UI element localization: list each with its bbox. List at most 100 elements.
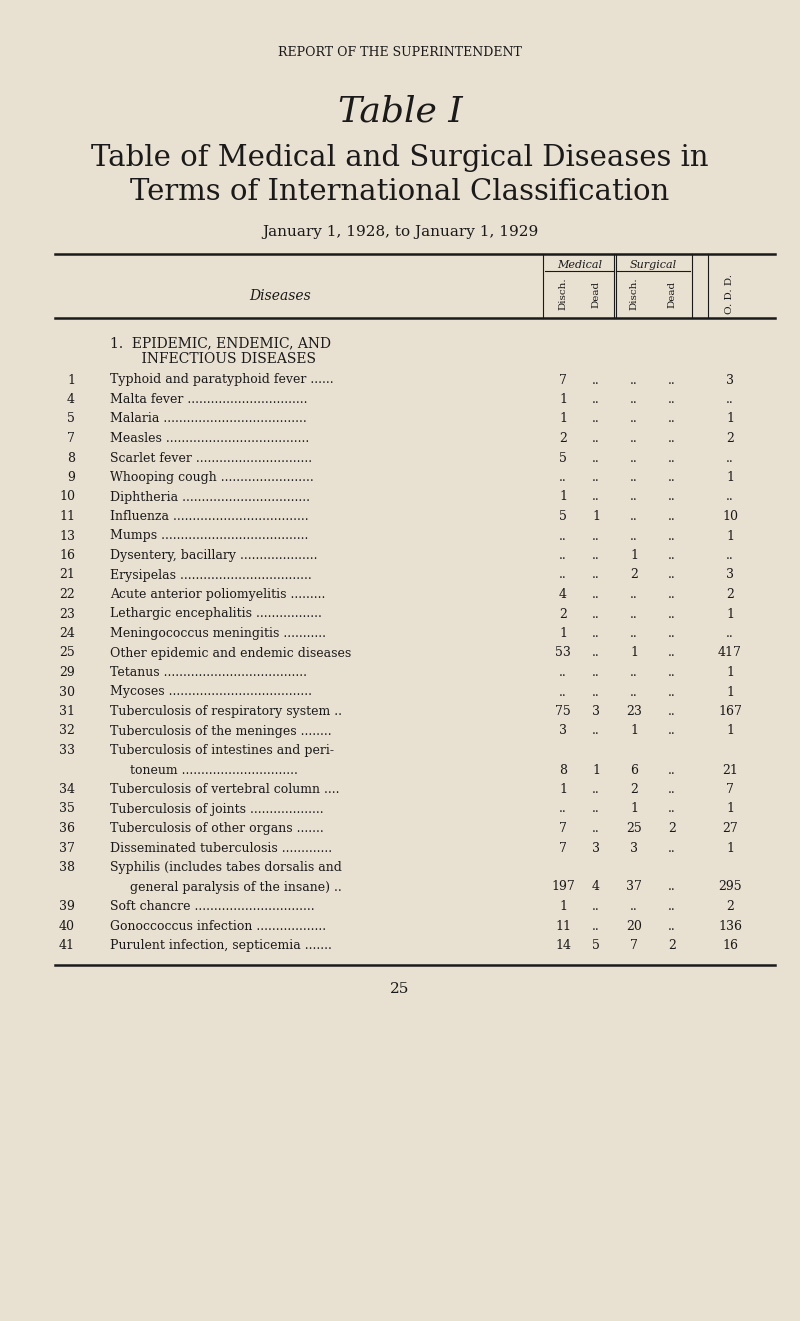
Text: ..: .. [668,802,676,815]
Text: ..: .. [668,686,676,699]
Text: ..: .. [726,627,734,639]
Text: 2: 2 [726,432,734,445]
Text: ..: .. [592,452,600,465]
Text: 23: 23 [626,705,642,719]
Text: ..: .. [592,783,600,797]
Text: 25: 25 [390,982,410,996]
Text: ..: .. [592,472,600,483]
Text: ..: .. [668,490,676,503]
Text: January 1, 1928, to January 1, 1929: January 1, 1928, to January 1, 1929 [262,225,538,239]
Text: 1: 1 [726,802,734,815]
Text: 2: 2 [630,783,638,797]
Text: Meningococcus meningitis ...........: Meningococcus meningitis ........... [110,627,326,639]
Text: Other epidemic and endemic diseases: Other epidemic and endemic diseases [110,646,351,659]
Text: Table of Medical and Surgical Diseases in: Table of Medical and Surgical Diseases i… [91,144,709,172]
Text: 1: 1 [630,550,638,561]
Text: ..: .. [668,881,676,893]
Text: 16: 16 [59,550,75,561]
Text: Mumps ......................................: Mumps ..................................… [110,530,308,543]
Text: 2: 2 [726,900,734,913]
Text: 14: 14 [555,939,571,952]
Text: 5: 5 [559,510,567,523]
Text: ..: .. [559,568,567,581]
Text: Dead: Dead [591,280,601,308]
Text: 34: 34 [59,783,75,797]
Text: 417: 417 [718,646,742,659]
Text: ..: .. [668,764,676,777]
Text: ..: .. [668,568,676,581]
Text: 35: 35 [59,802,75,815]
Text: 6: 6 [630,764,638,777]
Text: 1: 1 [726,530,734,543]
Text: 1: 1 [726,686,734,699]
Text: 5: 5 [67,412,75,425]
Text: 7: 7 [67,432,75,445]
Text: ..: .. [668,412,676,425]
Text: 21: 21 [722,764,738,777]
Text: 136: 136 [718,919,742,933]
Text: ..: .. [668,900,676,913]
Text: 8: 8 [67,452,75,465]
Text: 1: 1 [67,374,75,387]
Text: 10: 10 [59,490,75,503]
Text: 1: 1 [630,646,638,659]
Text: 1: 1 [726,412,734,425]
Text: ..: .. [592,724,600,737]
Text: 4: 4 [592,881,600,893]
Text: ..: .. [592,374,600,387]
Text: Medical: Medical [557,260,602,269]
Text: ..: .. [668,608,676,621]
Text: 41: 41 [59,939,75,952]
Text: 3: 3 [592,705,600,719]
Text: ..: .. [592,900,600,913]
Text: ..: .. [592,530,600,543]
Text: ..: .. [726,394,734,406]
Text: 9: 9 [67,472,75,483]
Text: Disch.: Disch. [630,277,638,310]
Text: 3: 3 [726,568,734,581]
Text: ..: .. [630,608,638,621]
Text: 7: 7 [559,841,567,855]
Text: Diphtheria .................................: Diphtheria .............................… [110,490,310,503]
Text: ..: .. [592,588,600,601]
Text: ..: .. [559,802,567,815]
Text: 21: 21 [59,568,75,581]
Text: ..: .. [668,919,676,933]
Text: ..: .. [668,452,676,465]
Text: ..: .. [668,530,676,543]
Text: 37: 37 [626,881,642,893]
Text: ..: .. [630,432,638,445]
Text: ..: .. [668,374,676,387]
Text: 2: 2 [559,432,567,445]
Text: Measles .....................................: Measles ................................… [110,432,310,445]
Text: 2: 2 [668,939,676,952]
Text: 30: 30 [59,686,75,699]
Text: ..: .. [592,568,600,581]
Text: 7: 7 [559,374,567,387]
Text: 37: 37 [59,841,75,855]
Text: 197: 197 [551,881,575,893]
Text: ..: .. [668,841,676,855]
Text: Erysipelas ..................................: Erysipelas .............................… [110,568,312,581]
Text: 25: 25 [59,646,75,659]
Text: ..: .. [630,510,638,523]
Text: Mycoses .....................................: Mycoses ................................… [110,686,312,699]
Text: ..: .. [592,627,600,639]
Text: Dysentery, bacillary ....................: Dysentery, bacillary ...................… [110,550,318,561]
Text: Tuberculosis of joints ...................: Tuberculosis of joints .................… [110,802,324,815]
Text: Scarlet fever ..............................: Scarlet fever ..........................… [110,452,312,465]
Text: ..: .. [630,530,638,543]
Text: 10: 10 [722,510,738,523]
Text: 40: 40 [59,919,75,933]
Text: Tuberculosis of respiratory system ..: Tuberculosis of respiratory system .. [110,705,342,719]
Text: ..: .. [630,452,638,465]
Text: 1: 1 [726,724,734,737]
Text: 3: 3 [630,841,638,855]
Text: ..: .. [630,490,638,503]
Text: ..: .. [559,530,567,543]
Text: ..: .. [726,452,734,465]
Text: ..: .. [668,705,676,719]
Text: ..: .. [592,550,600,561]
Text: 24: 24 [59,627,75,639]
Text: 25: 25 [626,822,642,835]
